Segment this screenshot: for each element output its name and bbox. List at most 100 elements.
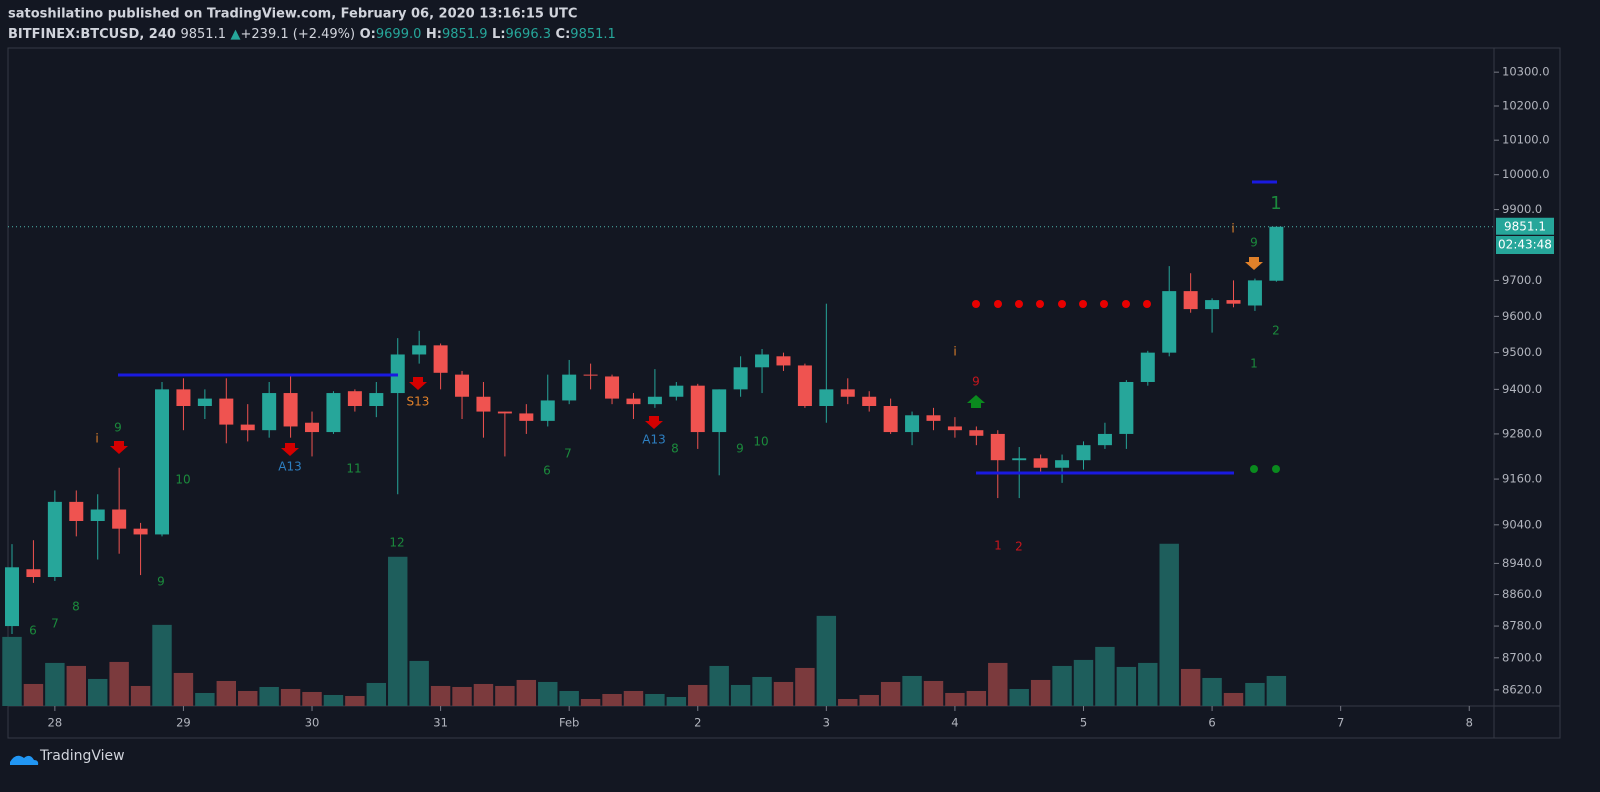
annotation: 12	[389, 536, 404, 550]
logo	[10, 755, 39, 765]
volume-bar	[1052, 665, 1072, 706]
x-tick-label: 6	[1208, 716, 1215, 730]
candle-body	[305, 422, 320, 433]
candle-body	[1247, 280, 1262, 306]
candle-body	[947, 426, 962, 431]
volume-bar	[345, 695, 365, 706]
candle-body	[583, 374, 598, 376]
candle-body	[797, 365, 812, 407]
candle-body	[90, 509, 105, 521]
candle-body	[1012, 458, 1027, 461]
warn-arrow	[1245, 257, 1263, 270]
volume-bar	[495, 685, 515, 706]
candle-body	[819, 389, 834, 407]
countdown: 02:43:48	[1498, 238, 1552, 252]
annotation: S13	[407, 395, 430, 409]
y-tick-label: 10300.0	[1502, 65, 1550, 79]
volume-bar	[1159, 543, 1179, 706]
price-box	[1496, 217, 1554, 235]
candle-body	[176, 389, 191, 407]
y-tick-label: 9160.0	[1502, 472, 1542, 486]
candle-body	[1119, 381, 1134, 434]
volume-bar	[302, 691, 322, 706]
volume-bar	[109, 661, 129, 706]
indicators	[110, 180, 1280, 475]
candle-body	[1097, 433, 1112, 446]
annotation: 7	[564, 447, 572, 461]
candle-body	[562, 374, 577, 401]
x-tick-label: 8	[1466, 716, 1473, 730]
volume-bar	[688, 684, 708, 706]
brand: TradingView	[39, 748, 125, 764]
candle-body	[1226, 300, 1241, 304]
annotation: 9	[157, 575, 165, 589]
annotation: 9	[1250, 236, 1258, 250]
annotation: 8	[671, 442, 679, 456]
change: +239.1 (+2.49%)	[241, 27, 356, 42]
y-tick-label: 8940.0	[1502, 556, 1542, 570]
volume-bar	[1266, 675, 1287, 706]
y-tick-label: 9500.0	[1502, 345, 1542, 359]
volume-bar	[773, 681, 794, 706]
candle-body	[1205, 300, 1220, 310]
volume-bar	[559, 690, 579, 706]
h: 9851.9	[442, 27, 488, 42]
candle-body	[519, 413, 534, 421]
annotation: 10	[753, 435, 768, 449]
volume-bar	[859, 694, 879, 706]
volume-bar	[730, 684, 751, 706]
o: 9699.0	[376, 27, 422, 42]
volume-bar	[902, 675, 922, 706]
volume-bar	[988, 662, 1008, 706]
y-tick-label: 9700.0	[1502, 273, 1542, 287]
candle-body	[647, 396, 662, 405]
candle-body	[197, 398, 212, 407]
x-tick-label: 4	[951, 716, 958, 730]
annotation: 2	[1272, 324, 1280, 338]
h-label: H:	[426, 27, 442, 42]
o-label: O:	[360, 27, 376, 42]
annotation: 9	[736, 442, 744, 456]
volume-bar	[66, 665, 87, 706]
volume-bar	[838, 698, 858, 706]
volume-bar	[1073, 659, 1094, 706]
x-tick-label: 3	[823, 716, 830, 730]
price-label: 9851.1	[1504, 219, 1546, 233]
candle-body	[326, 393, 341, 433]
volume-bar	[259, 686, 279, 706]
candle-body	[1055, 460, 1070, 468]
volume-bar	[1095, 646, 1115, 706]
volume-bar	[795, 667, 815, 706]
volume-bar	[966, 690, 987, 706]
volume-bar	[945, 692, 965, 706]
candle-body	[883, 406, 898, 433]
volume-bar	[23, 683, 44, 706]
annotation: 9	[972, 375, 980, 389]
candle-body	[776, 356, 791, 366]
x-tick-label: 7	[1337, 716, 1344, 730]
annotation: i	[953, 345, 956, 359]
annotation: i	[95, 432, 98, 446]
y-tick-label: 9040.0	[1502, 517, 1542, 531]
x-tick-label: 5	[1080, 716, 1087, 730]
candle-body	[626, 398, 641, 405]
symbol-line: BITFINEX:BTCUSD, 240 9851.1 ▲+239.1 (+2.…	[8, 27, 616, 42]
x-tick-label: 2	[694, 716, 701, 730]
volume-bar	[195, 692, 215, 706]
volume-bar	[238, 690, 258, 706]
volume-bar	[366, 682, 387, 706]
candle-body	[283, 393, 298, 427]
candle-body	[540, 400, 555, 421]
volume-bar	[130, 685, 151, 706]
volume-bar	[1180, 668, 1201, 706]
x-tick-label: 31	[433, 716, 448, 730]
x-tick-label: 28	[48, 716, 63, 730]
candle-body	[1162, 291, 1177, 353]
volume-bar	[280, 688, 301, 706]
volume-bar	[666, 696, 687, 706]
candle-body	[669, 385, 684, 397]
y-tick-label: 8860.0	[1502, 587, 1542, 601]
candle-body	[347, 391, 362, 407]
red-dots	[972, 300, 1151, 308]
